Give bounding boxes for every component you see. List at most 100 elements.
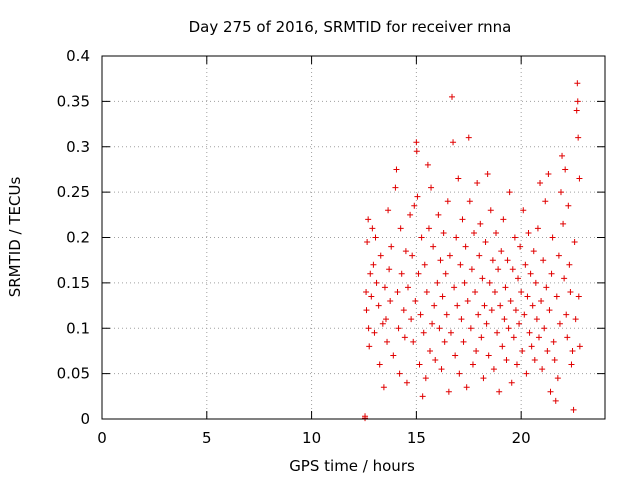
data-point <box>541 325 548 332</box>
data-point <box>480 375 487 382</box>
y-tick-label: 0.1 <box>66 319 90 337</box>
x-axis-ticks: 0 5 10 15 20 <box>97 56 531 447</box>
data-point <box>499 343 506 350</box>
data-point <box>501 316 508 323</box>
data-point <box>553 293 560 300</box>
data-point <box>539 366 546 373</box>
data-point <box>440 229 447 236</box>
data-point <box>502 284 509 291</box>
data-point <box>561 275 568 282</box>
data-point <box>555 252 562 259</box>
data-point <box>465 134 472 141</box>
data-point <box>545 170 552 177</box>
data-point <box>373 279 380 286</box>
data-point <box>461 279 468 286</box>
data-point <box>376 361 383 368</box>
data-point <box>401 334 408 341</box>
data-point <box>365 325 372 332</box>
data-point <box>563 311 570 318</box>
data-point <box>520 207 527 214</box>
data-point <box>511 234 518 241</box>
data-point <box>487 207 494 214</box>
data-point <box>508 379 515 386</box>
x-tick-label: 5 <box>202 429 212 447</box>
data-point <box>567 288 574 295</box>
data-point <box>481 302 488 309</box>
data-point <box>504 257 511 264</box>
data-point <box>408 316 415 323</box>
data-point <box>546 307 553 314</box>
data-point <box>537 180 544 187</box>
data-point <box>467 325 474 332</box>
data-point <box>368 293 375 300</box>
data-points <box>362 80 583 422</box>
data-point <box>535 334 542 341</box>
data-point <box>476 252 483 259</box>
data-point <box>554 375 561 382</box>
y-tick-label: 0.3 <box>66 138 90 156</box>
data-point <box>505 325 512 332</box>
data-point <box>495 266 502 273</box>
data-point <box>425 225 432 232</box>
data-point <box>422 375 429 382</box>
data-point <box>528 343 535 350</box>
data-point <box>523 370 530 377</box>
y-tick-label: 0 <box>80 410 90 428</box>
data-point <box>439 293 446 300</box>
data-point <box>471 229 478 236</box>
data-point <box>379 320 386 327</box>
data-point <box>444 198 451 205</box>
data-point <box>475 311 482 318</box>
data-point <box>365 216 372 223</box>
data-point <box>552 397 559 404</box>
data-point <box>413 148 420 155</box>
data-point <box>478 334 485 341</box>
data-point <box>515 275 522 282</box>
data-point <box>370 261 377 268</box>
data-point <box>483 320 490 327</box>
data-point <box>570 406 577 413</box>
data-point <box>446 252 453 259</box>
y-tick-label: 0.35 <box>57 92 90 110</box>
data-point <box>468 266 475 273</box>
y-axis-ticks: 0 0.05 0.1 0.15 0.2 0.25 0.3 0.35 0.4 <box>57 47 605 428</box>
data-point <box>534 225 541 232</box>
data-point <box>455 175 462 182</box>
data-point <box>530 248 537 255</box>
data-point <box>490 366 497 373</box>
data-point <box>568 361 575 368</box>
data-point <box>548 270 555 277</box>
grid <box>102 56 605 419</box>
data-point <box>540 257 547 264</box>
data-point <box>363 307 370 314</box>
data-point <box>507 298 514 305</box>
data-point <box>542 198 549 205</box>
data-point <box>375 302 382 309</box>
data-point <box>559 152 566 159</box>
data-point <box>557 189 564 196</box>
x-tick-label: 10 <box>302 429 321 447</box>
data-point <box>529 302 536 309</box>
data-point <box>415 270 422 277</box>
data-point <box>494 329 501 336</box>
y-tick-label: 0.4 <box>66 47 90 65</box>
data-point <box>452 352 459 359</box>
data-point <box>398 270 405 277</box>
data-point <box>538 298 545 305</box>
data-point <box>549 234 556 241</box>
data-point <box>394 288 401 295</box>
data-point <box>543 284 550 291</box>
data-point <box>473 347 480 354</box>
data-point <box>566 261 573 268</box>
data-point <box>454 302 461 309</box>
data-point <box>571 239 578 246</box>
data-point <box>488 307 495 314</box>
data-point <box>482 239 489 246</box>
data-point <box>469 361 476 368</box>
data-point <box>510 334 517 341</box>
data-point <box>372 234 379 241</box>
data-point <box>453 234 460 241</box>
data-point <box>445 388 452 395</box>
data-point <box>388 243 395 250</box>
data-point <box>522 261 529 268</box>
